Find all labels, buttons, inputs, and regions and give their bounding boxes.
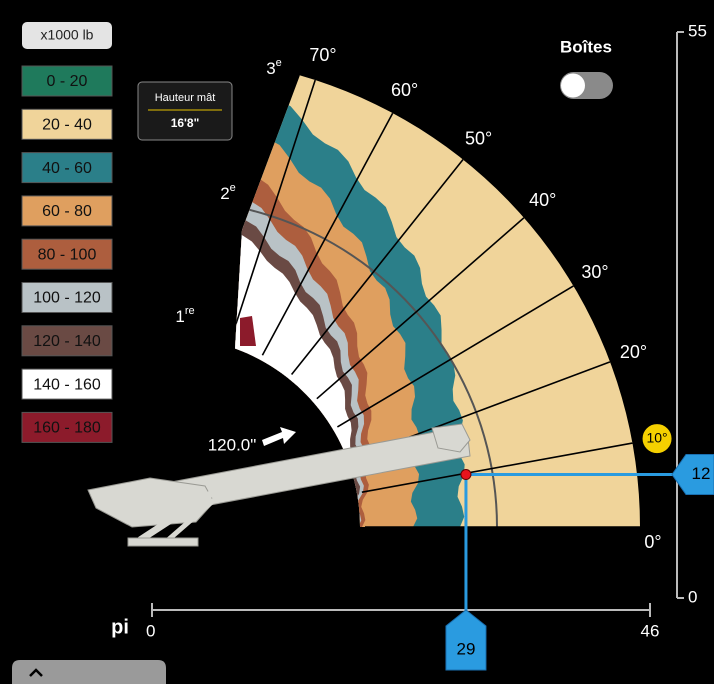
angle-label: 40° — [529, 190, 556, 210]
angle-line — [361, 442, 633, 493]
angle-label: 20° — [620, 342, 647, 362]
legend-title: x1000 lb — [41, 27, 94, 43]
legend-label: 160 - 180 — [33, 420, 101, 437]
section-suffix: e — [230, 182, 236, 194]
legend-swatch — [21, 152, 113, 184]
tick-label: 0 — [688, 587, 697, 606]
toggle-label: Boîtes — [560, 37, 612, 56]
angle-label: 10° — [646, 429, 667, 445]
tick-label: 55 — [688, 21, 707, 40]
tick-label: 0 — [146, 621, 155, 640]
angle-line — [290, 159, 464, 376]
legend-swatch — [21, 411, 113, 443]
angle-label: 60° — [391, 80, 418, 100]
legend-label: 80 - 100 — [38, 246, 97, 263]
load-zone — [240, 316, 256, 346]
section-number: 2 — [220, 184, 229, 203]
angle-highlight — [641, 423, 673, 455]
angle-label: 70° — [309, 45, 336, 65]
section-label: 3e — [266, 57, 282, 79]
mast-height-box — [137, 81, 233, 141]
strut — [138, 477, 234, 543]
base-plate — [127, 537, 199, 547]
legend-label: 140 - 160 — [33, 376, 101, 393]
caret-icon — [29, 668, 43, 677]
mast-height-value: 16'8" — [171, 116, 200, 130]
section-label: 2e — [220, 182, 236, 204]
legend-swatch — [21, 65, 113, 97]
legend-label: 60 - 80 — [42, 203, 92, 220]
mast-height-label: Hauteur mât — [155, 92, 216, 104]
section-label: 1re — [175, 305, 194, 327]
crane-boom — [87, 423, 471, 547]
radius-value: 29 — [456, 639, 475, 658]
angle-line — [234, 79, 316, 342]
boom-extension: 120.0" — [208, 435, 257, 454]
height-badge — [671, 454, 714, 496]
toggle-knob[interactable] — [561, 73, 585, 98]
legend-label: 0 - 20 — [47, 73, 88, 90]
angle-label: 50° — [465, 129, 492, 149]
legend-label: 40 - 60 — [42, 160, 92, 177]
angle-line — [316, 217, 525, 400]
reference-arc — [248, 208, 498, 527]
legend-label: 20 - 40 — [42, 117, 92, 134]
legend-label: 120 - 140 — [33, 333, 101, 350]
radius-badge — [445, 609, 487, 671]
angle-line — [261, 112, 394, 356]
legend-swatch — [21, 108, 113, 140]
section-suffix: re — [185, 305, 195, 317]
legend-swatch — [21, 325, 113, 357]
section-suffix: e — [276, 57, 282, 69]
load-point — [460, 469, 472, 481]
height-value: 12 — [692, 464, 711, 483]
legend-swatch — [21, 195, 113, 227]
strut — [166, 498, 216, 542]
section-number: 3 — [266, 59, 275, 78]
tick-label: 46 — [641, 621, 660, 640]
angle-label: 30° — [581, 262, 608, 282]
boom-head — [431, 423, 471, 453]
unit-label: pi — [111, 616, 129, 638]
legend-swatch — [21, 368, 113, 400]
drawer-tab[interactable] — [12, 660, 166, 684]
legend-swatch — [21, 238, 113, 270]
legend-header — [22, 22, 112, 49]
extension-arrow — [262, 427, 296, 446]
legend-swatch — [21, 282, 113, 313]
section-number: 1 — [175, 307, 184, 326]
legend-label: 100 - 120 — [33, 290, 101, 307]
angle-line — [336, 285, 574, 428]
angle-label: 0° — [644, 532, 661, 552]
